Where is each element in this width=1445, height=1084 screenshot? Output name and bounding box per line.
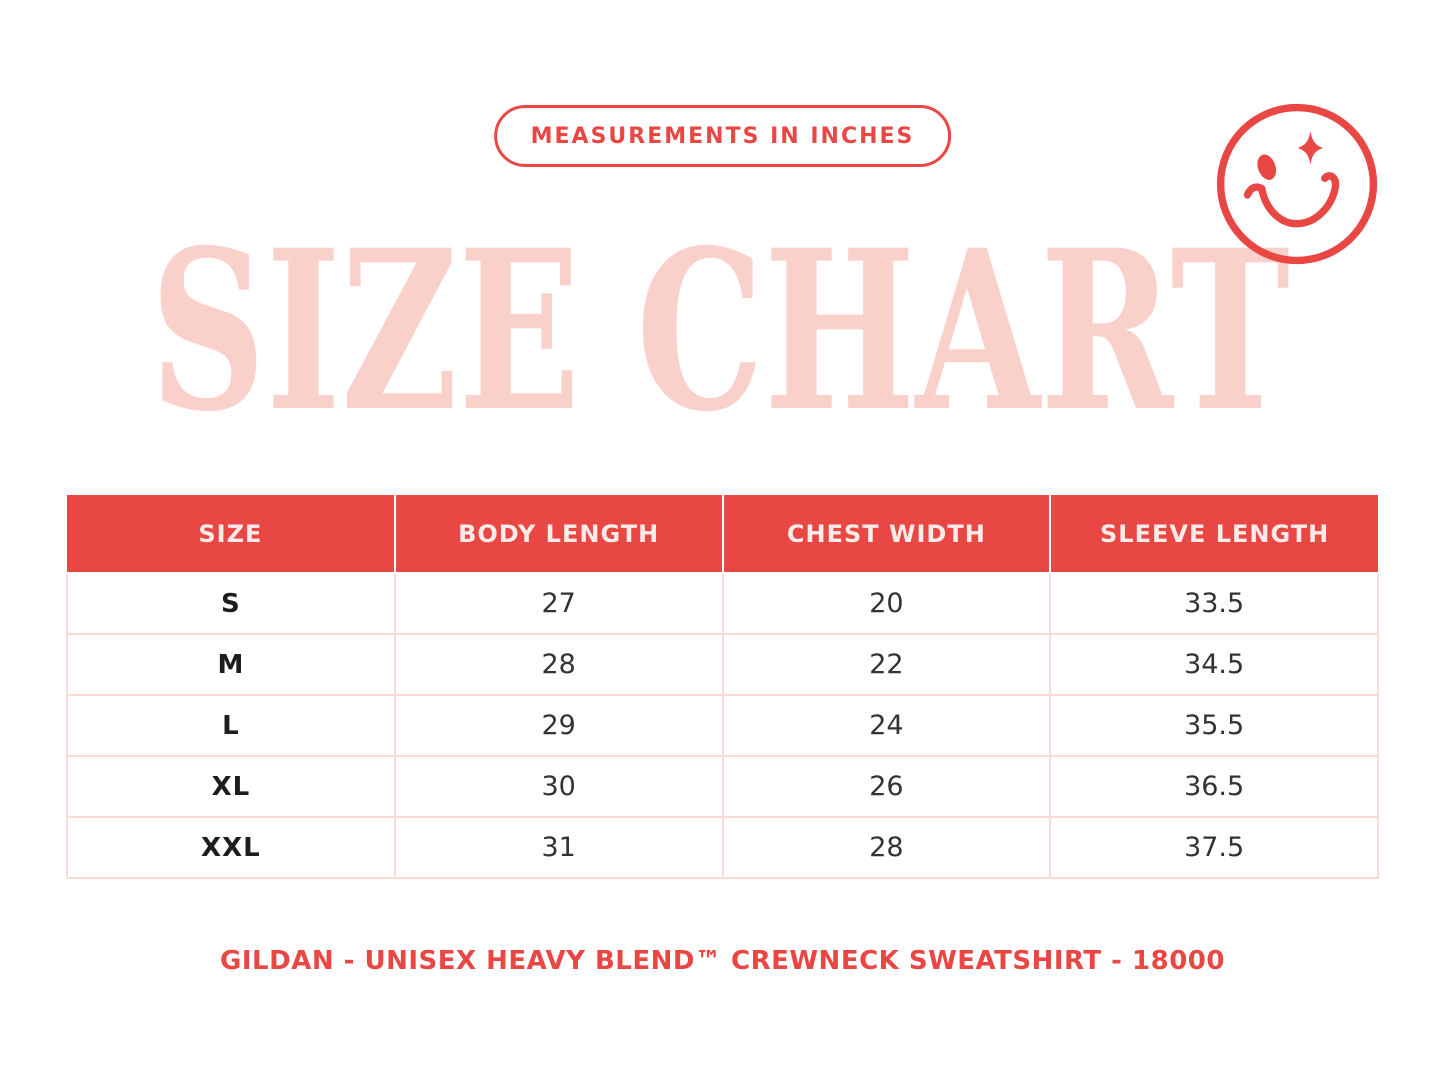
size-table: SIZE BODY LENGTH CHEST WIDTH SLEEVE LENG… (66, 495, 1379, 879)
smiley-left-eye (1257, 154, 1277, 180)
col-header-chest-width: CHEST WIDTH (721, 495, 1051, 574)
size-cell: XL (66, 755, 396, 818)
size-cell: XXL (66, 816, 396, 879)
sleeve-length-cell: 37.5 (1049, 816, 1379, 879)
smiley-smile (1243, 172, 1340, 228)
smiley-sparkle-eye (1297, 131, 1324, 165)
size-cell: L (66, 694, 396, 757)
winking-smiley-icon (1216, 103, 1378, 265)
size-cell: S (66, 573, 396, 635)
body-length-cell: 29 (393, 694, 724, 757)
chest-width-cell: 24 (721, 694, 1052, 757)
chest-width-cell: 20 (721, 573, 1052, 635)
table-row-s: S 27 20 33.5 (66, 573, 1379, 635)
chest-width-cell: 28 (721, 816, 1052, 879)
size-cell: M (66, 633, 396, 696)
sleeve-length-cell: 34.5 (1049, 633, 1379, 696)
page-title-text: SIZE CHART (150, 201, 1290, 460)
col-header-sleeve-length: SLEEVE LENGTH (1049, 495, 1378, 574)
body-length-cell: 28 (393, 633, 724, 696)
measurements-badge: MEASUREMENTS IN INCHES (493, 105, 952, 167)
page-title: SIZE CHART (150, 201, 1290, 460)
sleeve-length-cell: 35.5 (1049, 694, 1379, 757)
table-row-xxl: XXL 31 28 37.5 (66, 816, 1379, 879)
smiley-face-outline (1216, 103, 1378, 265)
body-length-cell: 27 (393, 573, 724, 635)
product-caption: GILDAN - UNISEX HEAVY BLEND™ CREWNECK SW… (220, 946, 1225, 976)
table-row-xl: XL 30 26 36.5 (66, 755, 1379, 818)
col-header-body-length: BODY LENGTH (393, 495, 723, 574)
measurements-badge-label: MEASUREMENTS IN INCHES (530, 123, 915, 149)
body-length-cell: 31 (393, 816, 724, 879)
size-table-body: S 27 20 33.5 M 28 22 34.5 L 29 24 35.5 X… (66, 573, 1379, 879)
body-length-cell: 30 (393, 755, 724, 818)
header-row: SIZE BODY LENGTH CHEST WIDTH SLEEVE LENG… (67, 495, 1378, 574)
sleeve-length-cell: 36.5 (1049, 755, 1379, 818)
table-row-m: M 28 22 34.5 (66, 633, 1379, 696)
table-row-l: L 29 24 35.5 (66, 694, 1379, 757)
col-header-size: SIZE (67, 495, 395, 574)
size-table-header: SIZE BODY LENGTH CHEST WIDTH SLEEVE LENG… (67, 495, 1378, 574)
chest-width-cell: 26 (721, 755, 1052, 818)
sleeve-length-cell: 33.5 (1049, 573, 1379, 635)
chest-width-cell: 22 (721, 633, 1052, 696)
